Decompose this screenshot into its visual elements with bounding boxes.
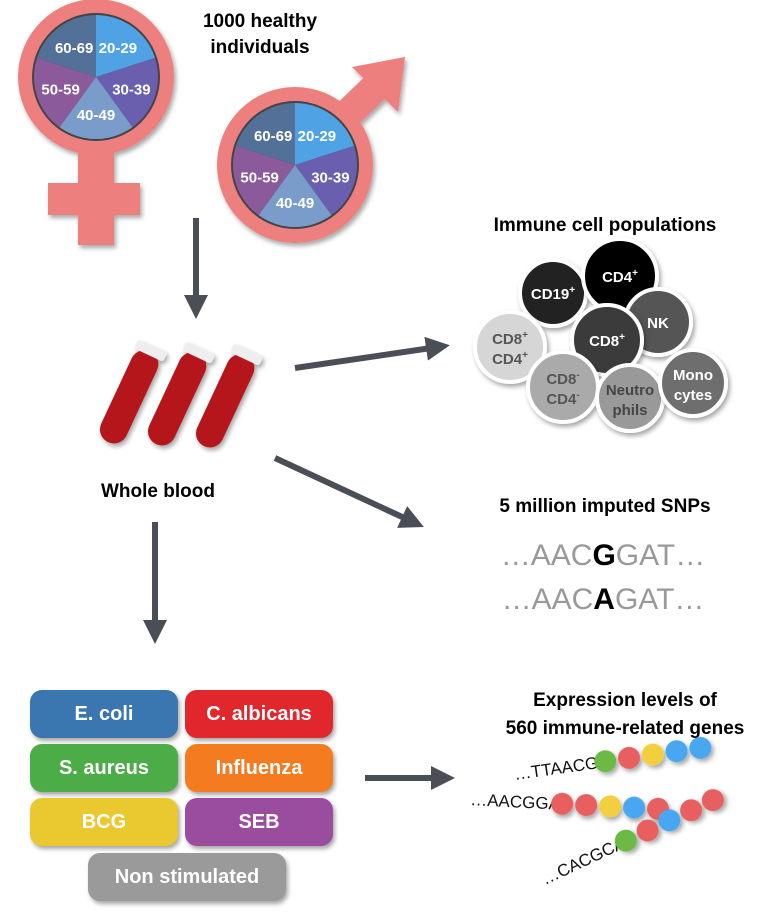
age-label: 60-69 bbox=[254, 128, 292, 145]
pie-slice-50-59 bbox=[233, 145, 295, 216]
expression-bead bbox=[618, 746, 641, 769]
snp-title: 5 million imputed SNPs bbox=[499, 496, 710, 517]
blood-tubes-icon bbox=[99, 340, 263, 448]
expression-strand: …AACGGAT bbox=[470, 790, 670, 820]
male-age-pie: 20-29 30-39 40-49 50-59 60-69 bbox=[231, 101, 359, 229]
svg-text:CD8-: CD8- bbox=[546, 370, 579, 388]
cell-neutrophils: Neutro phils bbox=[595, 363, 665, 433]
svg-text:CD4-: CD4- bbox=[546, 390, 579, 408]
age-label: 40-49 bbox=[276, 195, 314, 212]
svg-text:CD4+: CD4+ bbox=[602, 268, 638, 286]
stimulus-c-albicans: C. albicans bbox=[185, 690, 333, 738]
pie-slice-50-59 bbox=[33, 57, 96, 128]
age-label: 20-29 bbox=[298, 128, 336, 145]
stimulus-bcg: BCG bbox=[30, 798, 178, 846]
age-label: 50-59 bbox=[41, 81, 79, 98]
stimulus-s-aureus: S. aureus bbox=[30, 744, 178, 792]
expression-bead bbox=[614, 829, 637, 852]
pie-slice-40-49 bbox=[258, 165, 332, 227]
expression-title-line2: 560 immune-related genes bbox=[506, 718, 745, 739]
arrow-to-cells bbox=[294, 336, 450, 371]
immune-cell-cluster: CD19+ CD4+ NK CD8+ CD4+ CD8+ CD8- CD4- Neutro phi… bbox=[473, 237, 728, 433]
stimulus-e-coli: E. coli bbox=[30, 690, 178, 738]
pie-slice-30-39 bbox=[96, 57, 158, 128]
expression-bead bbox=[551, 792, 574, 815]
expression-bead bbox=[689, 736, 712, 759]
expression-bead bbox=[680, 799, 703, 822]
pie-slice-20-29 bbox=[96, 15, 155, 77]
expression-bead bbox=[636, 819, 659, 842]
pie-slice-40-49 bbox=[59, 77, 133, 140]
svg-text:CD4+: CD4+ bbox=[492, 350, 528, 368]
svg-text:NK: NK bbox=[647, 315, 669, 332]
pie-slice-60-69 bbox=[37, 15, 96, 77]
stimulus-seb: SEB bbox=[185, 798, 333, 846]
expression-bead bbox=[599, 795, 622, 818]
svg-text:phils: phils bbox=[612, 402, 647, 419]
stimulus-non-stimulated: Non stimulated bbox=[88, 853, 286, 901]
expression-bead bbox=[701, 789, 724, 812]
pie-slice-60-69 bbox=[236, 103, 295, 165]
svg-text:CD8+: CD8+ bbox=[589, 332, 625, 350]
stimulus-influenza: Influenza bbox=[185, 744, 333, 792]
immune-title: Immune cell populations bbox=[494, 215, 717, 236]
cell-cd8cd4: CD8- CD4- bbox=[526, 350, 600, 424]
flow-arrows bbox=[143, 218, 455, 790]
svg-text:Neutro: Neutro bbox=[606, 382, 654, 399]
snp-sequence-2: …AACAGAT… bbox=[502, 583, 705, 616]
age-label: 40-49 bbox=[77, 107, 115, 124]
expression-bead bbox=[575, 794, 598, 817]
svg-text:CD19+: CD19+ bbox=[531, 285, 575, 303]
svg-text:Mono: Mono bbox=[673, 367, 713, 384]
age-label: 50-59 bbox=[240, 169, 278, 186]
expression-bead bbox=[623, 796, 646, 819]
female-age-pie: 20-29 30-39 40-49 50-59 60-69 bbox=[32, 13, 160, 141]
svg-text:cytes: cytes bbox=[674, 387, 712, 404]
arrow-to-snps bbox=[273, 455, 424, 528]
expression-bead bbox=[594, 750, 617, 773]
pie-slice-30-39 bbox=[295, 145, 357, 216]
expression-title-line1: Expression levels of bbox=[533, 690, 717, 711]
expression-strands: …TTAACGG…AACGGAT…CACGCAA bbox=[470, 736, 724, 889]
cohort-title-line1: 1000 healthy bbox=[203, 11, 317, 32]
cohort-title-line2: individuals bbox=[210, 37, 309, 58]
cell-monocytes: Mono cytes bbox=[658, 348, 728, 418]
expression-bead bbox=[641, 743, 664, 766]
svg-text:CD8+: CD8+ bbox=[492, 330, 528, 348]
age-label: 60-69 bbox=[55, 40, 93, 57]
cell-cd8cd4: CD8+ CD4+ bbox=[473, 310, 547, 384]
expression-bead bbox=[665, 740, 688, 763]
age-label: 30-39 bbox=[112, 81, 150, 98]
pie-slice-20-29 bbox=[295, 103, 354, 165]
whole-blood-label: Whole blood bbox=[101, 481, 215, 502]
expression-bead bbox=[658, 809, 681, 832]
snp-sequence-1: …AACGGAT… bbox=[501, 539, 705, 572]
age-label: 30-39 bbox=[311, 169, 349, 186]
age-label: 20-29 bbox=[99, 40, 137, 57]
expression-strand: …TTAACGG bbox=[513, 736, 712, 784]
